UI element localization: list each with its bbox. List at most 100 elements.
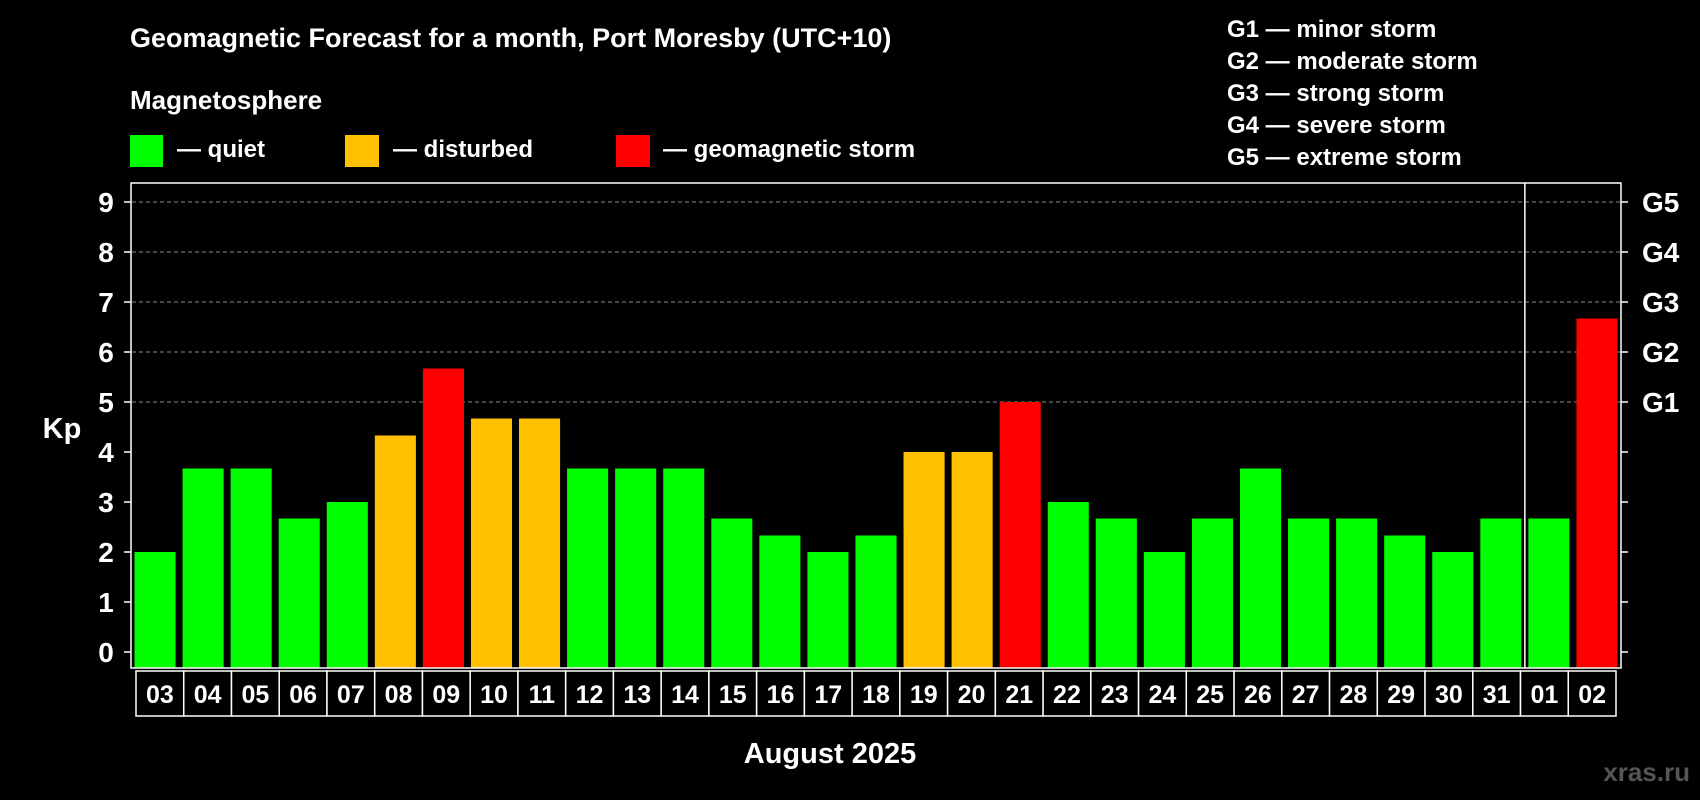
bar-10 [470,418,513,668]
axes: 0 1 2 3 4 5 6 7 8 9 G1 G2 G3 G4 G5 [98,182,1680,669]
bar-14 [663,468,705,668]
x-tick-label-29-26: 29 [1387,681,1415,709]
x-cell-18-15 [851,670,901,717]
x-cell-11-8 [517,670,567,717]
plot-frame [130,182,1622,669]
y-tick-label-5: 5 [98,387,114,418]
legend-label-storm: — geomagnetic storm [663,136,915,163]
x-tick-label-18-15: 18 [862,681,890,709]
y-tick-label-7: 7 [98,287,114,318]
x-cell-25-22 [1185,670,1235,717]
bar-03 [134,552,176,668]
bar-19 [903,452,945,668]
right-axis-label-G5: G5 [1642,187,1679,218]
legend-swatch-quiet [130,135,163,167]
y-tick-label-1: 1 [98,587,114,618]
storm-scale-g5: G5 — extreme storm [1227,144,1462,171]
x-tick-label-17-14: 17 [814,681,842,709]
bar-04 [182,468,224,668]
chart-title: Geomagnetic Forecast for a month, Port M… [130,23,891,53]
legend-swatch-disturbed [345,135,379,167]
bar-11 [519,418,561,668]
bar-26 [1239,468,1282,668]
x-tick-label-22-19: 22 [1053,681,1081,709]
right-axis-label-G3: G3 [1642,287,1679,318]
x-cell-15-12 [708,670,758,717]
x-cell-13-10 [612,670,662,717]
x-cell-04-1 [182,670,233,717]
bar-13 [615,468,657,668]
x-cell-22-19 [1042,670,1092,717]
x-tick-label-06-3: 06 [289,681,317,709]
x-tick-label-01-29: 01 [1530,681,1558,709]
x-tick-label-07-4: 07 [337,681,365,709]
x-tick-label-26-23: 26 [1244,681,1272,709]
x-tick-label-25-22: 25 [1196,681,1224,709]
watermark: xras.ru [1603,757,1690,787]
x-axis-labels: 03 04 05 06 07 08 09 10 11 12 13 14 15 16 17 18 19 20 21 22… [135,670,1617,717]
storm-scale-g1: G1 — minor storm [1227,16,1436,43]
legend-heading: Magnetosphere [130,85,322,115]
bar-24 [1143,552,1185,668]
bars [134,318,1618,668]
x-cell-27-24 [1281,670,1331,717]
bar-08 [374,435,416,668]
x-tick-label-14-11: 14 [671,681,699,709]
bar-15 [711,518,753,668]
bar-07 [326,502,368,668]
bar-22 [1047,502,1089,668]
x-tick-label-11-8: 11 [529,681,556,709]
bar-30 [1432,552,1474,668]
x-tick-label-28-25: 28 [1340,681,1368,709]
bar-25 [1191,518,1233,668]
x-tick-label-16-13: 16 [767,681,795,709]
x-tick-label-09-6: 09 [432,681,460,709]
x-cell-09-6 [421,670,471,717]
x-cell-01-29 [1519,670,1570,717]
right-axis-label-G1: G1 [1642,387,1679,418]
bar-02 [1576,318,1618,668]
right-axis-label-G2: G2 [1642,337,1679,368]
storm-scale-g4: G4 — severe storm [1227,112,1446,139]
bar-01 [1528,518,1570,668]
legend-label-quiet: — quiet [177,136,265,163]
y-tick-label-6: 6 [98,337,114,368]
x-cell-24-21 [1137,670,1188,717]
legend-label-disturbed: — disturbed [393,136,533,163]
x-tick-label-30-27: 30 [1435,681,1463,709]
x-tick-label-19-16: 19 [910,681,938,709]
storm-scale-g3: G3 — strong storm [1227,80,1444,107]
bar-09 [422,368,464,668]
y-axis-label: Kp [43,413,82,445]
x-cell-12-9 [564,670,615,717]
x-tick-label-21-18: 21 [1005,681,1033,709]
x-cell-26-23 [1233,670,1283,717]
x-tick-label-10-7: 10 [480,681,508,709]
x-tick-label-15-12: 15 [719,681,747,709]
x-cell-02-30 [1567,670,1617,717]
y-tick-label-0: 0 [98,637,114,668]
x-tick-label-27-24: 27 [1292,681,1320,709]
bar-18 [855,535,897,668]
x-cell-06-3 [278,670,328,717]
x-cell-19-16 [899,670,949,717]
x-tick-label-20-17: 20 [958,681,986,709]
y-tick-label-9: 9 [98,187,114,218]
x-tick-label-02-30: 02 [1578,681,1606,709]
y-tick-label-2: 2 [98,537,114,568]
x-tick-label-24-21: 24 [1149,681,1177,709]
x-tick-label-13-10: 13 [623,681,651,709]
x-tick-label-08-5: 08 [385,681,413,709]
x-cell-14-11 [660,670,710,717]
x-cell-23-20 [1090,670,1140,717]
x-tick-label-05-2: 05 [241,681,269,709]
y-tick-label-8: 8 [98,237,114,268]
bar-21 [999,402,1041,668]
right-axis-label-G4: G4 [1642,237,1680,268]
legend-swatch-storm [616,135,650,167]
bar-31 [1480,518,1522,668]
bar-05 [230,468,272,668]
x-cell-03-0 [135,670,185,717]
grid-lines [132,201,1620,403]
